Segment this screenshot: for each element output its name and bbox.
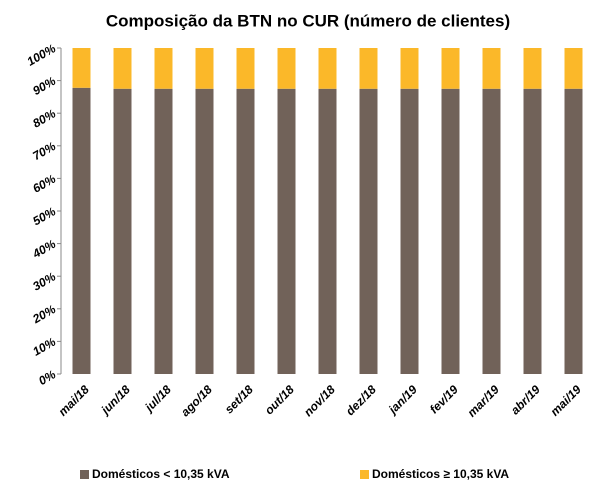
y-tick-label: 100% (24, 41, 58, 69)
y-tick-label: 0% (36, 367, 58, 388)
bar-segment (564, 48, 583, 89)
bar-segment (318, 48, 337, 89)
bar-segment (154, 88, 173, 374)
bar-segment (359, 48, 378, 89)
chart-title: Composição da BTN no CUR (número de clie… (106, 11, 510, 30)
bar-segment (277, 88, 296, 374)
bar-segment (318, 88, 337, 374)
y-tick-label: 80% (30, 106, 58, 130)
y-tick-label: 50% (30, 204, 58, 228)
x-tick-label: abr/19 (508, 382, 543, 417)
bar-segment (113, 48, 132, 89)
y-tick-label: 60% (30, 171, 58, 195)
y-tick-label: 20% (29, 302, 58, 327)
y-tick-label: 90% (30, 74, 58, 98)
x-tick-label: jan/19 (384, 382, 420, 418)
legend-label: Domésticos < 10,35 kVA (92, 467, 230, 481)
y-tick-label: 10% (30, 334, 58, 358)
x-tick-label: fev/19 (427, 382, 461, 416)
y-tick-label: 30% (30, 269, 58, 293)
x-tick-label: dez/18 (343, 382, 379, 418)
bar-segment (523, 48, 542, 89)
bar-segment (72, 87, 91, 374)
bar-segment (113, 88, 132, 374)
x-tick-label: nov/18 (301, 382, 338, 419)
x-tick-label: mai/19 (548, 382, 585, 419)
bar-segment (195, 88, 214, 374)
x-tick-label: ago/18 (178, 382, 215, 419)
x-tick-label: jul/18 (141, 382, 174, 415)
bar-segment (482, 48, 501, 89)
bar-segment (236, 48, 255, 89)
bar-segment (236, 88, 255, 374)
y-tick-label: 40% (29, 237, 58, 262)
bar-segment (523, 88, 542, 374)
x-tick-label: mar/19 (465, 382, 502, 419)
x-tick-label: jun/18 (97, 382, 133, 418)
bar-segment (441, 88, 460, 374)
bar-segment (400, 88, 419, 374)
legend-swatch (360, 470, 369, 479)
x-tick-label: set/18 (222, 382, 256, 416)
y-tick-label: 70% (30, 139, 58, 163)
legend-swatch (80, 470, 89, 479)
x-tick-label: out/18 (262, 382, 297, 417)
bar-segment (72, 48, 91, 88)
x-tick-label: mai/18 (56, 382, 93, 419)
bar-segment (441, 48, 460, 89)
bar-segment (359, 88, 378, 374)
bar-segment (400, 48, 419, 89)
bar-segment (482, 88, 501, 374)
bar-segment (564, 88, 583, 374)
bar-segment (195, 48, 214, 89)
bar-segment (277, 48, 296, 89)
legend-label: Domésticos ≥ 10,35 kVA (372, 467, 509, 481)
bar-segment (154, 48, 173, 89)
